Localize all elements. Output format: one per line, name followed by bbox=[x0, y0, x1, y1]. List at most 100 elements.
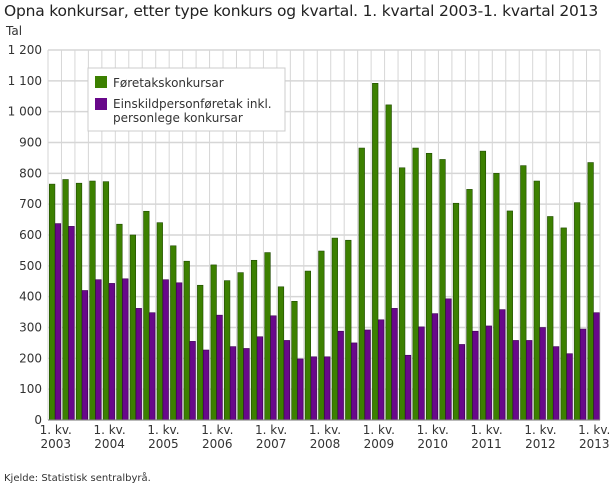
bar-foretak bbox=[197, 284, 204, 421]
bar-einskildperson bbox=[499, 309, 506, 421]
y-axis-label: Tal bbox=[6, 24, 23, 38]
legend-label-foretak: Føretakskonkursar bbox=[113, 76, 224, 90]
bar-einskildperson bbox=[176, 282, 183, 421]
bar-einskildperson bbox=[256, 336, 264, 421]
bar-foretak bbox=[250, 259, 258, 421]
bar-einskildperson bbox=[297, 358, 304, 421]
bar-einskildperson bbox=[418, 326, 425, 421]
x-tick-label: 2008 bbox=[310, 437, 341, 451]
x-tick-label: 2010 bbox=[417, 437, 448, 451]
x-tick-label: 1. kv. bbox=[201, 423, 233, 437]
bar-einskildperson bbox=[566, 353, 573, 421]
bar-foretak bbox=[129, 234, 136, 421]
bar-foretak bbox=[89, 180, 96, 421]
bar-foretak bbox=[304, 270, 312, 421]
bar-foretak bbox=[533, 180, 540, 421]
x-tick-label: 1. kv. bbox=[147, 423, 179, 437]
y-tick-label: 800 bbox=[19, 166, 42, 180]
y-tick-label: 600 bbox=[19, 228, 42, 242]
x-tick-label: 1. kv. bbox=[309, 423, 341, 437]
x-tick-label: 2003 bbox=[40, 437, 71, 451]
y-tick-label: 900 bbox=[19, 136, 42, 150]
x-tick-label: 1. kv. bbox=[470, 423, 502, 437]
bar-foretak bbox=[277, 286, 285, 421]
bar-foretak bbox=[224, 280, 231, 421]
bar-foretak bbox=[170, 245, 177, 421]
bar-foretak bbox=[439, 159, 446, 421]
bar-foretak bbox=[560, 227, 567, 421]
bar-foretak bbox=[385, 104, 392, 421]
x-tick-label: 2012 bbox=[525, 437, 556, 451]
bar-einskildperson bbox=[445, 298, 452, 421]
bar-foretak bbox=[210, 264, 217, 421]
y-tick-label: 700 bbox=[19, 197, 42, 211]
bar-einskildperson bbox=[95, 279, 102, 421]
x-tick-label: 1. kv. bbox=[40, 423, 72, 437]
chart-title: Opna konkursar, etter type konkurs og kv… bbox=[4, 2, 599, 20]
bar-foretak bbox=[412, 147, 419, 421]
x-tick-label: 2009 bbox=[364, 437, 395, 451]
bar-einskildperson bbox=[283, 340, 290, 421]
bar-einskildperson bbox=[485, 325, 492, 421]
bar-einskildperson bbox=[229, 346, 237, 421]
bar-foretak bbox=[574, 202, 581, 421]
bar-foretak bbox=[331, 237, 338, 421]
bar-foretak bbox=[479, 150, 487, 421]
bar-einskildperson bbox=[337, 330, 344, 421]
bar-einskildperson bbox=[162, 279, 169, 421]
source-note: Kjelde: Statistisk sentralbyrå. bbox=[4, 473, 151, 484]
bar-foretak bbox=[425, 152, 433, 421]
bar-einskildperson bbox=[324, 356, 331, 421]
bar-einskildperson bbox=[189, 341, 196, 421]
legend-swatch-einskildperson bbox=[95, 98, 107, 110]
x-tick-label: 1. kv. bbox=[93, 423, 125, 437]
bar-einskildperson bbox=[351, 342, 358, 421]
bar-foretak bbox=[506, 210, 513, 421]
y-tick-label: 300 bbox=[19, 321, 42, 335]
y-tick-label: 1 100 bbox=[8, 74, 42, 88]
bar-einskildperson bbox=[553, 346, 560, 421]
legend-label-einskildperson-line2: personlege konkursar bbox=[113, 111, 243, 125]
legend-box bbox=[87, 67, 286, 132]
bar-foretak bbox=[399, 167, 406, 421]
legend-swatch-foretak bbox=[95, 76, 107, 88]
bar-einskildperson bbox=[539, 327, 546, 421]
bar-einskildperson bbox=[458, 344, 466, 421]
y-tick-label: 200 bbox=[19, 351, 42, 365]
x-tick-label: 2006 bbox=[202, 437, 233, 451]
y-tick-label: 1 000 bbox=[8, 105, 42, 119]
bar-einskildperson bbox=[216, 314, 223, 421]
bar-einskildperson bbox=[68, 226, 75, 421]
bar-einskildperson bbox=[243, 348, 250, 421]
x-tick-label: 1. kv. bbox=[363, 423, 395, 437]
bar-einskildperson bbox=[364, 329, 371, 421]
x-tick-label: 1. kv. bbox=[417, 423, 449, 437]
bar-foretak bbox=[452, 202, 460, 421]
y-tick-label: 500 bbox=[19, 259, 42, 273]
bar-foretak bbox=[587, 162, 594, 421]
bar-einskildperson bbox=[512, 340, 519, 421]
bar-foretak bbox=[372, 83, 379, 421]
x-tick-label: 1. kv. bbox=[578, 423, 610, 437]
bar-foretak bbox=[318, 250, 325, 421]
y-tick-label: 100 bbox=[19, 382, 42, 396]
x-tick-label: 1. kv. bbox=[255, 423, 287, 437]
bar-einskildperson bbox=[378, 319, 385, 421]
y-tick-label: 400 bbox=[19, 290, 42, 304]
bar-einskildperson bbox=[108, 283, 115, 421]
bar-einskildperson bbox=[202, 349, 210, 421]
bar-einskildperson bbox=[122, 278, 129, 421]
bar-foretak bbox=[75, 182, 83, 421]
bar-foretak bbox=[345, 239, 352, 421]
bar-einskildperson bbox=[404, 354, 412, 421]
bar-foretak bbox=[116, 223, 123, 421]
y-tick-label: 0 bbox=[34, 413, 42, 427]
bar-foretak bbox=[520, 165, 527, 421]
bar-foretak bbox=[102, 181, 110, 421]
bar-foretak bbox=[183, 260, 190, 421]
x-tick-label: 2007 bbox=[256, 437, 287, 451]
bar-foretak bbox=[466, 189, 473, 421]
bar-einskildperson bbox=[149, 312, 156, 421]
